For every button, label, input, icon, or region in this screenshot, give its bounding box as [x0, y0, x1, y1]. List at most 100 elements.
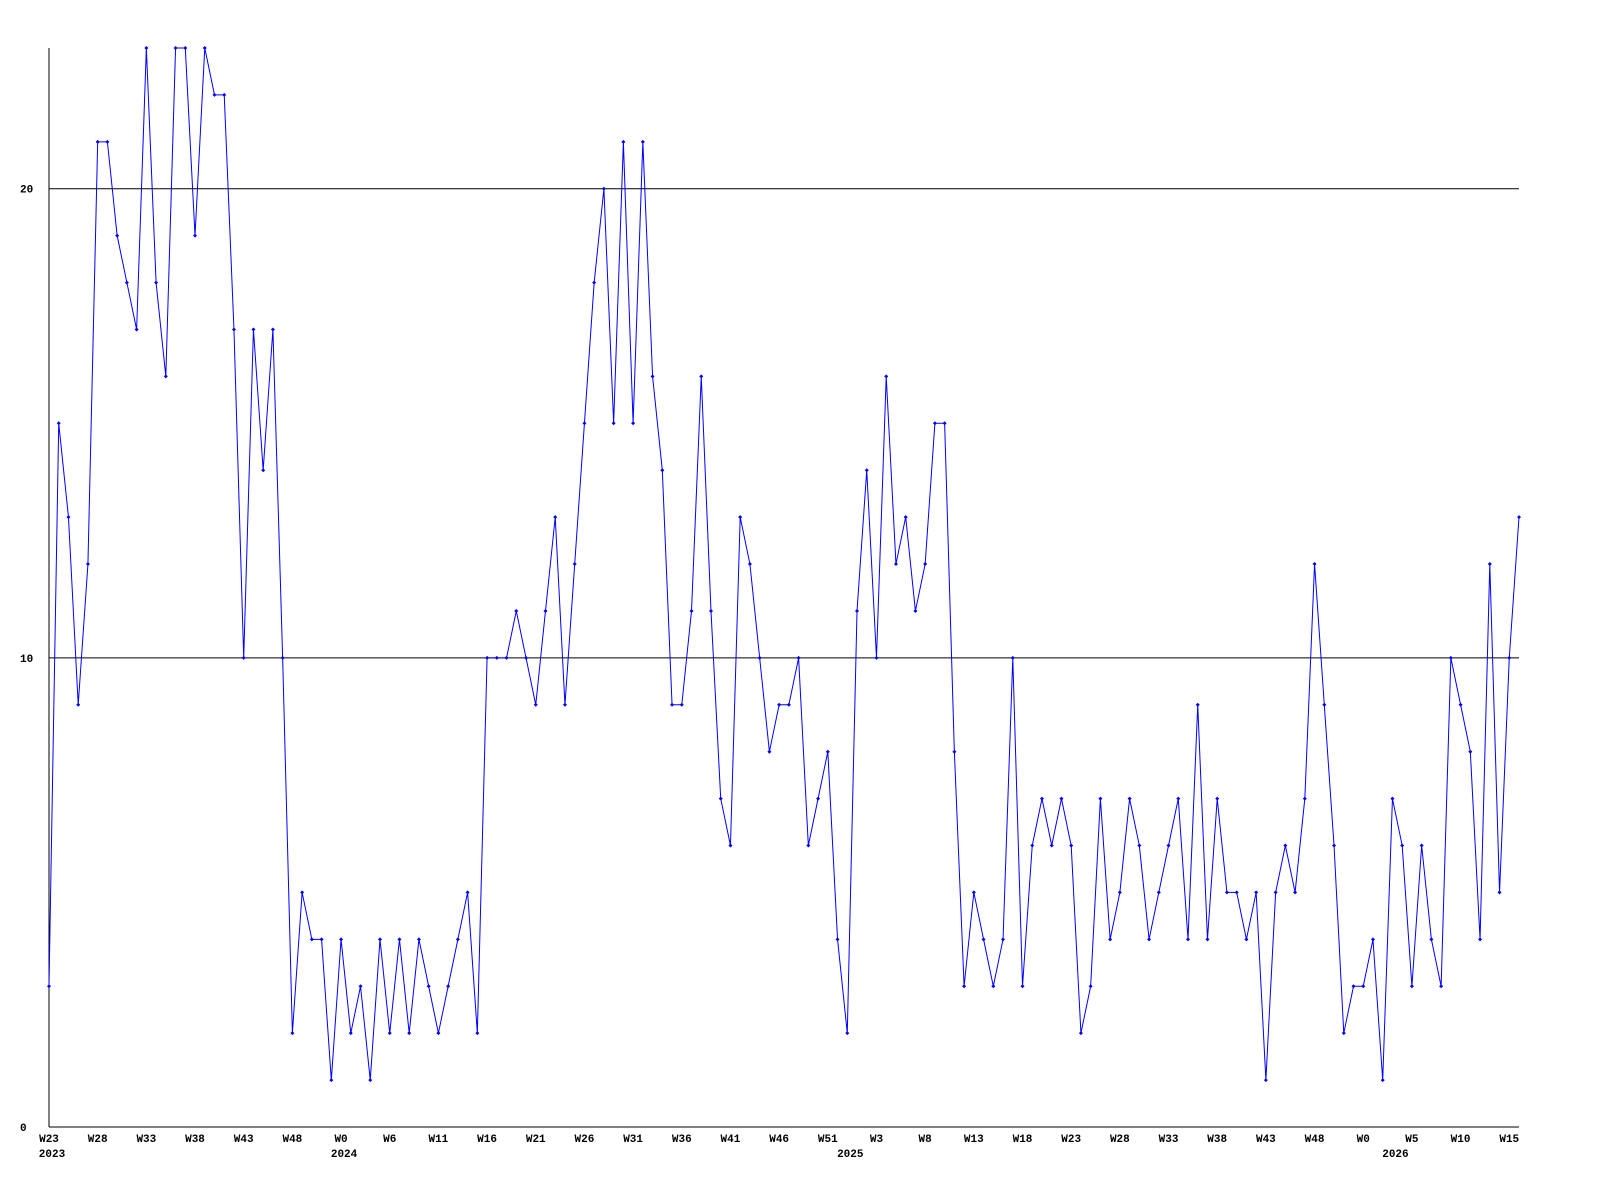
data-point	[494, 655, 499, 660]
data-point	[1263, 1078, 1268, 1083]
x-tick-label: W18	[1013, 1134, 1033, 1146]
data-point	[280, 655, 285, 660]
data-point	[1147, 937, 1152, 942]
data-point	[504, 655, 509, 660]
data-point	[309, 937, 314, 942]
data-point	[718, 796, 723, 801]
data-point	[1380, 1078, 1385, 1083]
data-point	[1049, 843, 1054, 848]
x-tick-label: W38	[185, 1134, 205, 1146]
year-label: 2023	[39, 1149, 66, 1161]
data-point	[212, 92, 217, 97]
data-point	[1409, 984, 1414, 989]
x-tick-label: W21	[526, 1134, 546, 1146]
data-point	[679, 702, 684, 707]
x-tick-label: W0	[334, 1134, 347, 1146]
data-point	[786, 702, 791, 707]
data-point	[465, 890, 470, 895]
x-tick-label: W16	[477, 1134, 497, 1146]
data-point	[1312, 562, 1317, 567]
data-point	[1030, 843, 1035, 848]
data-point	[231, 327, 236, 332]
data-point	[913, 608, 918, 613]
data-point	[855, 608, 860, 613]
data-point	[300, 890, 305, 895]
data-point	[1098, 796, 1103, 801]
data-point	[183, 46, 188, 50]
data-point	[971, 890, 976, 895]
x-tick-label: W23	[1061, 1134, 1081, 1146]
data-point	[154, 280, 159, 285]
data-point	[650, 374, 655, 379]
data-point	[543, 608, 548, 613]
data-point	[1332, 843, 1337, 848]
data-point	[874, 655, 879, 660]
data-point	[1390, 796, 1395, 801]
data-point	[397, 937, 402, 942]
x-tick-label: W38	[1207, 1134, 1227, 1146]
data-point	[76, 702, 81, 707]
data-point	[1322, 702, 1327, 707]
data-point	[777, 702, 782, 707]
data-point	[1439, 984, 1444, 989]
data-point	[455, 937, 460, 942]
data-point	[1448, 655, 1453, 660]
data-point	[1224, 890, 1229, 895]
data-point	[1419, 843, 1424, 848]
x-tick-label: W43	[1256, 1134, 1276, 1146]
data-point	[572, 562, 577, 567]
data-point	[339, 937, 344, 942]
data-point	[1059, 796, 1064, 801]
data-point	[1108, 937, 1113, 942]
data-point	[85, 562, 90, 567]
data-point	[621, 139, 626, 144]
data-point	[1195, 702, 1200, 707]
data-point	[533, 702, 538, 707]
data-point	[173, 46, 178, 50]
data-point	[923, 562, 928, 567]
data-point	[1244, 937, 1249, 942]
data-point	[796, 655, 801, 660]
data-point	[592, 280, 597, 285]
data-point	[1487, 562, 1492, 567]
data-point	[387, 1031, 392, 1036]
data-point	[1293, 890, 1298, 895]
x-tick-label: W23	[39, 1134, 59, 1146]
data-point	[270, 327, 275, 332]
data-point	[903, 515, 908, 520]
data-point	[767, 749, 772, 754]
data-point	[329, 1078, 334, 1083]
x-tick-label: W46	[769, 1134, 789, 1146]
x-tick-label: W15	[1499, 1134, 1519, 1146]
data-point	[261, 468, 266, 473]
data-point	[47, 984, 51, 989]
data-point	[1156, 890, 1161, 895]
x-tick-label: W11	[428, 1134, 448, 1146]
x-tick-label: W36	[672, 1134, 692, 1146]
x-tick-label: W43	[234, 1134, 254, 1146]
x-tick-label: W31	[623, 1134, 643, 1146]
data-point	[1234, 890, 1239, 895]
data-point	[1351, 984, 1356, 989]
data-point	[601, 186, 606, 191]
data-point	[1117, 890, 1122, 895]
data-point	[1215, 796, 1220, 801]
x-tick-label: W28	[88, 1134, 108, 1146]
data-point	[95, 139, 100, 144]
x-tick-label: W51	[818, 1134, 838, 1146]
data-point	[202, 46, 207, 50]
data-point	[991, 984, 996, 989]
data-point	[368, 1078, 373, 1083]
data-point	[1186, 937, 1191, 942]
data-point	[553, 515, 558, 520]
data-point	[1468, 749, 1473, 754]
data-point	[514, 608, 519, 613]
data-point	[1010, 655, 1015, 660]
data-point	[251, 327, 256, 332]
data-point	[193, 233, 198, 238]
data-point	[582, 421, 587, 426]
data-point	[485, 655, 490, 660]
data-point	[1517, 515, 1521, 520]
data-point	[134, 327, 139, 332]
